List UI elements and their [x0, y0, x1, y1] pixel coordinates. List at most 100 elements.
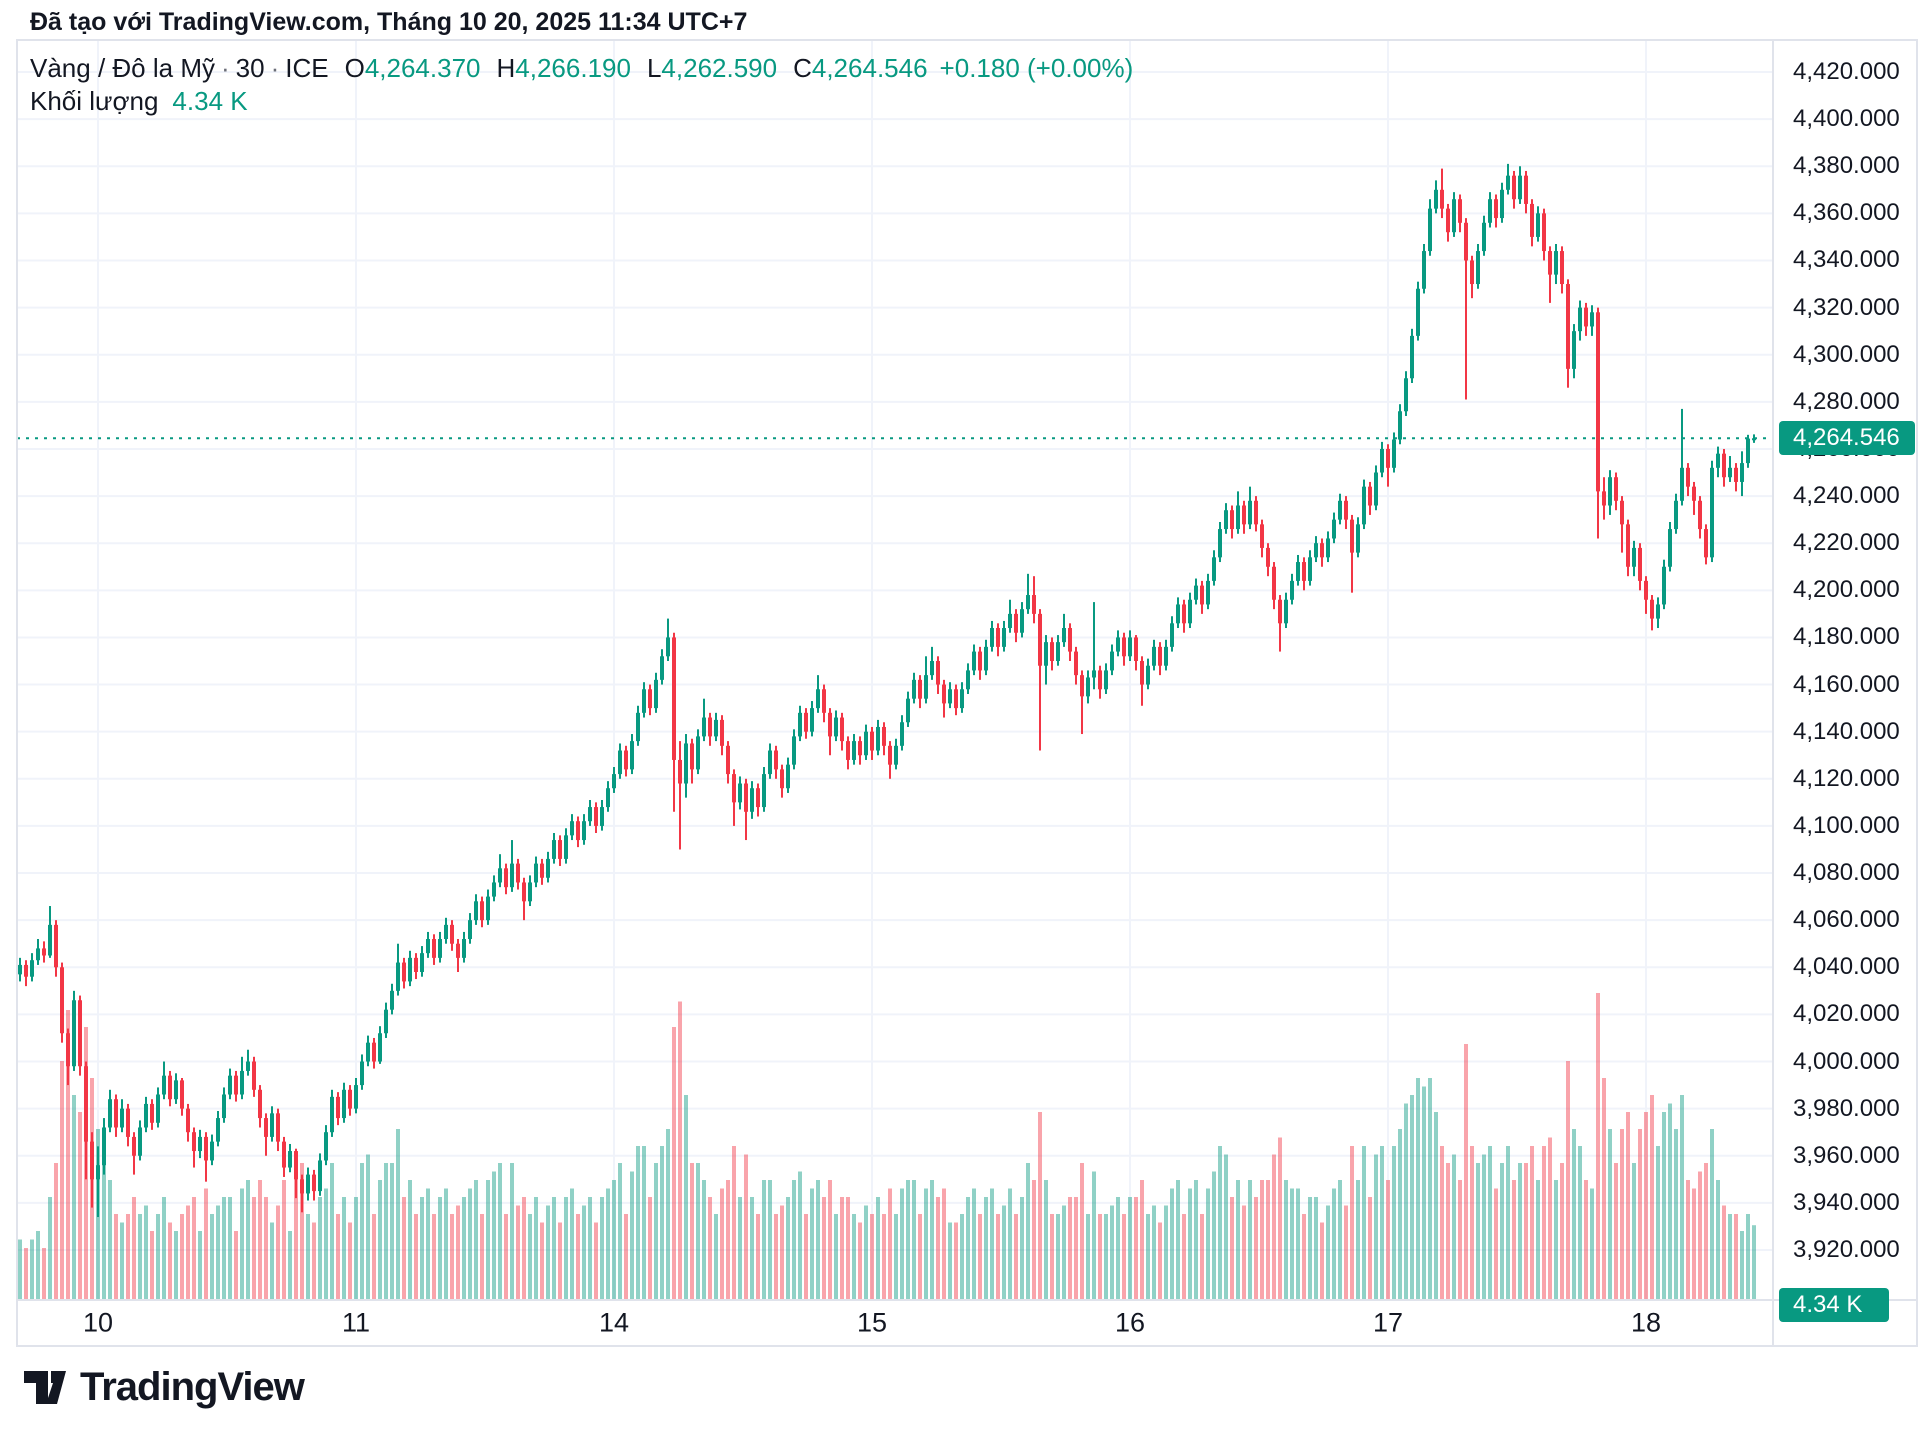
candle-body — [648, 689, 652, 709]
candle — [1176, 597, 1180, 629]
volume-bar — [912, 1180, 916, 1299]
volume-bar — [1212, 1171, 1216, 1299]
candle-body — [888, 745, 892, 765]
volume-bar — [1686, 1180, 1690, 1299]
volume-bar — [342, 1197, 346, 1299]
volume-bar — [354, 1197, 358, 1299]
candle — [510, 840, 514, 892]
volume-bar — [960, 1214, 964, 1299]
candle — [1608, 470, 1612, 515]
volume-bar — [1014, 1214, 1018, 1299]
volume-bar — [816, 1180, 820, 1299]
candle — [108, 1089, 112, 1133]
volume-bar — [996, 1214, 1000, 1299]
candle-body — [660, 656, 664, 680]
candle — [756, 783, 760, 817]
candle-body — [306, 1174, 310, 1194]
candle-body — [1422, 251, 1426, 289]
candle-body — [1740, 463, 1744, 482]
candle — [1158, 642, 1162, 676]
volume-bar — [426, 1188, 430, 1299]
candle — [528, 875, 532, 907]
candle-body — [612, 774, 616, 789]
candle — [516, 858, 520, 890]
volume-bar — [1146, 1214, 1150, 1299]
candle-body — [624, 750, 628, 770]
candle — [1098, 665, 1102, 699]
volume-bar — [456, 1205, 460, 1299]
candle-body — [324, 1132, 328, 1161]
candle-body — [972, 651, 976, 671]
candle-body — [1236, 505, 1240, 530]
candle — [1680, 408, 1684, 506]
volume-bar — [1026, 1163, 1030, 1299]
candle — [810, 701, 814, 737]
volume-bar — [1518, 1163, 1522, 1299]
volume-bar — [1182, 1214, 1186, 1299]
close-label: C — [793, 53, 812, 83]
candle — [1452, 192, 1456, 237]
candle — [864, 724, 868, 760]
candle — [828, 708, 832, 756]
volume-bar — [462, 1197, 466, 1299]
volume-bar — [678, 1001, 682, 1299]
candle — [318, 1153, 322, 1196]
volume-bar — [216, 1205, 220, 1299]
volume-bar — [348, 1222, 352, 1299]
volume-bar — [1362, 1146, 1366, 1299]
candle — [1188, 592, 1192, 629]
candle — [732, 769, 736, 826]
volume-bar — [534, 1197, 538, 1299]
candle — [60, 962, 64, 1043]
candle — [186, 1103, 190, 1142]
grid-layer — [17, 40, 1773, 1300]
candle — [1242, 500, 1246, 534]
candle — [408, 950, 412, 987]
candle — [1002, 620, 1006, 652]
candle — [126, 1103, 130, 1147]
price-axis-label: 4,300.000 — [1793, 340, 1900, 368]
candle — [1722, 448, 1726, 487]
volume-bar — [1056, 1214, 1060, 1299]
candle-body — [24, 964, 28, 977]
volume-bar — [1098, 1214, 1102, 1299]
volume-bar — [576, 1214, 580, 1299]
volume-bar — [180, 1214, 184, 1299]
volume-bar — [1584, 1180, 1588, 1299]
volume-bar — [1716, 1180, 1720, 1299]
tradingview-logo[interactable]: TradingView — [22, 1364, 305, 1410]
candle-body — [1338, 500, 1342, 520]
candle — [894, 738, 898, 770]
volume-bar — [1188, 1188, 1192, 1299]
candle-body — [942, 684, 946, 704]
volume-bar — [636, 1146, 640, 1299]
candle — [996, 623, 1000, 657]
candle — [768, 743, 772, 779]
volume-bar — [750, 1197, 754, 1299]
volume-bar — [1008, 1188, 1012, 1299]
volume-bar — [1260, 1180, 1264, 1299]
volume-bar — [1116, 1197, 1120, 1299]
candle — [1686, 463, 1690, 497]
candle-body — [174, 1080, 178, 1100]
volume-bar — [1446, 1163, 1450, 1299]
price-axis-label: 4,120.000 — [1793, 764, 1900, 792]
candle-body — [1602, 491, 1606, 506]
volume-bar — [756, 1214, 760, 1299]
candle — [666, 618, 670, 661]
candle-body — [1506, 175, 1510, 190]
frame-layer — [16, 39, 1918, 1347]
candle-body — [1020, 609, 1024, 633]
candle — [1224, 503, 1228, 534]
candle — [138, 1120, 142, 1161]
volume-bar — [516, 1205, 520, 1299]
volume-bar — [282, 1180, 286, 1299]
candle-body — [582, 821, 586, 841]
symbol-title: Vàng / Đô la Mỹ — [30, 53, 215, 83]
candle — [1086, 670, 1090, 704]
volume-bar — [204, 1188, 208, 1299]
candle — [972, 644, 976, 676]
volume-bar — [474, 1180, 478, 1299]
